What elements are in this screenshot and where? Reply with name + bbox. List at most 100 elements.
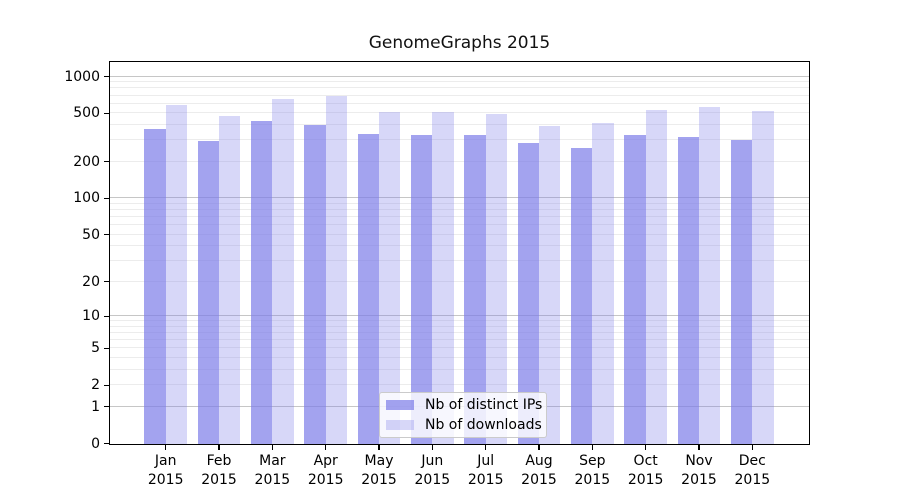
y-tick-mark bbox=[103, 384, 110, 386]
gridline-minor bbox=[110, 368, 809, 370]
plot-area bbox=[110, 62, 809, 444]
gridline-minor bbox=[110, 245, 809, 247]
bar-distinct-ips-aug bbox=[517, 143, 539, 444]
gridline-minor bbox=[110, 320, 809, 322]
chart-title: GenomeGraphs 2015 bbox=[368, 33, 551, 53]
gridline-minor bbox=[110, 280, 809, 282]
gridline-major bbox=[110, 315, 809, 317]
gridline-minor bbox=[110, 94, 809, 96]
bar-downloads-dec bbox=[752, 111, 774, 444]
gridline-minor bbox=[110, 224, 809, 226]
x-tick-mark bbox=[645, 444, 647, 450]
bar-downloads-mar bbox=[272, 98, 294, 444]
x-tick-label: Apr 2015 bbox=[307, 453, 344, 488]
bar-distinct-ips-may bbox=[357, 133, 380, 444]
y-tick-mark bbox=[103, 406, 110, 408]
x-tick-label: Feb 2015 bbox=[201, 453, 237, 488]
bar-downloads-aug bbox=[539, 125, 561, 444]
legend-label-downloads: Nb of downloads bbox=[425, 416, 542, 433]
x-tick-mark bbox=[378, 444, 380, 450]
legend-item-downloads: Nb of downloads bbox=[386, 416, 542, 433]
gridline-minor bbox=[110, 102, 809, 104]
x-tick-label: Dec 2015 bbox=[734, 453, 771, 488]
y-tick-mark bbox=[103, 197, 110, 200]
bar-downloads-jul bbox=[485, 114, 507, 444]
y-tick-label: 0 bbox=[91, 435, 100, 452]
bar-downloads-jun bbox=[432, 112, 454, 444]
y-tick-mark bbox=[103, 112, 110, 114]
y-tick-label: 5 bbox=[91, 340, 100, 357]
x-tick-mark bbox=[591, 444, 593, 450]
y-tick-label: 100 bbox=[73, 190, 100, 207]
bar-distinct-ips-nov bbox=[677, 137, 699, 444]
gridline-minor bbox=[110, 325, 809, 327]
gridline-minor bbox=[110, 339, 809, 341]
y-tick-label: 1000 bbox=[64, 68, 100, 85]
y-tick-label: 2 bbox=[91, 377, 100, 394]
y-tick-label: 200 bbox=[73, 153, 100, 170]
gridline-minor bbox=[110, 233, 809, 235]
y-tick-label: 500 bbox=[73, 105, 100, 122]
bar-distinct-ips-mar bbox=[251, 120, 273, 444]
gridline-minor bbox=[110, 347, 809, 349]
gridline-minor bbox=[110, 357, 809, 359]
x-tick-mark bbox=[698, 444, 700, 450]
x-tick-mark bbox=[271, 444, 273, 450]
gridline-minor bbox=[110, 139, 809, 141]
x-tick-label: Mar 2015 bbox=[254, 453, 291, 488]
gridline-minor bbox=[110, 202, 809, 204]
y-tick-mark bbox=[103, 76, 110, 78]
gridline-minor bbox=[110, 81, 809, 83]
legend-item-distinct-ips: Nb of distinct IPs bbox=[386, 396, 543, 413]
gridline-minor bbox=[110, 209, 809, 211]
bar-distinct-ips-feb bbox=[197, 140, 220, 444]
y-tick-mark bbox=[103, 161, 110, 163]
gridline-major bbox=[110, 197, 809, 199]
legend-swatch-distinct-ips bbox=[386, 400, 414, 410]
bar-downloads-feb bbox=[219, 116, 241, 444]
bar-downloads-sep bbox=[592, 123, 614, 444]
gridline-minor bbox=[110, 260, 809, 262]
x-tick-mark bbox=[218, 444, 220, 450]
gridline-minor bbox=[110, 216, 809, 218]
y-tick-mark bbox=[103, 347, 110, 349]
bar-downloads-oct bbox=[645, 109, 667, 444]
y-tick-label: 1 bbox=[91, 398, 100, 415]
x-tick-label: Jan 2015 bbox=[147, 453, 184, 488]
x-tick-mark bbox=[751, 444, 753, 450]
gridline-minor bbox=[110, 87, 809, 89]
x-tick-mark bbox=[431, 444, 433, 450]
x-tick-label: Jul 2015 bbox=[467, 453, 504, 488]
y-tick-label: 10 bbox=[82, 308, 100, 325]
gridline-minor bbox=[110, 384, 809, 386]
gridline-minor bbox=[110, 160, 809, 162]
x-tick-label: Aug 2015 bbox=[521, 453, 557, 488]
bar-distinct-ips-sep bbox=[571, 148, 593, 444]
legend-swatch-downloads bbox=[386, 420, 414, 430]
x-tick-mark bbox=[538, 444, 540, 450]
bar-distinct-ips-jul bbox=[464, 135, 486, 444]
x-tick-mark bbox=[325, 444, 327, 450]
x-tick-mark bbox=[485, 444, 487, 450]
x-tick-label: May 2015 bbox=[361, 453, 397, 488]
bar-downloads-may bbox=[379, 112, 401, 444]
y-tick-label: 50 bbox=[82, 226, 100, 243]
y-tick-mark bbox=[103, 442, 110, 445]
y-tick-label: 20 bbox=[82, 273, 100, 290]
bar-distinct-ips-dec bbox=[731, 139, 753, 444]
gridline-minor bbox=[110, 112, 809, 114]
bar-distinct-ips-jun bbox=[411, 134, 433, 444]
y-tick-mark bbox=[103, 315, 110, 317]
x-tick-label: Nov 2015 bbox=[681, 453, 717, 488]
gridline-major bbox=[110, 75, 809, 77]
legend: Nb of distinct IPs Nb of downloads bbox=[379, 392, 547, 438]
y-tick-mark bbox=[103, 281, 110, 283]
gridline-minor bbox=[110, 332, 809, 334]
bar-distinct-ips-jan bbox=[144, 128, 166, 444]
bar-downloads-jan bbox=[165, 104, 187, 444]
x-tick-label: Jun 2015 bbox=[414, 453, 451, 488]
legend-label-distinct-ips: Nb of distinct IPs bbox=[425, 396, 543, 413]
y-tick-mark bbox=[103, 234, 110, 236]
x-tick-label: Sep 2015 bbox=[574, 453, 611, 488]
